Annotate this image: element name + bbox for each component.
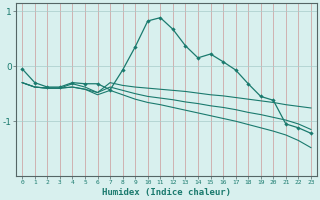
X-axis label: Humidex (Indice chaleur): Humidex (Indice chaleur) bbox=[102, 188, 231, 197]
